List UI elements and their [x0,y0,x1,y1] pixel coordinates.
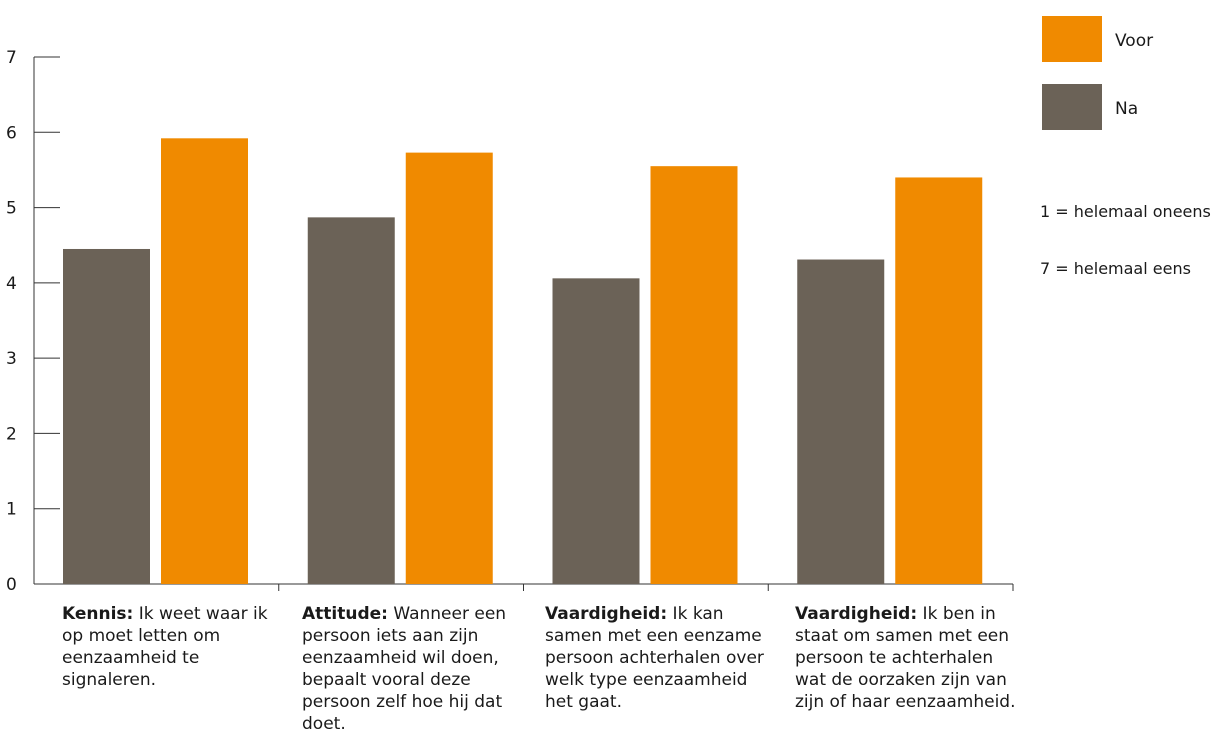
category-label-2-text: Wanneer een persoon iets aan zijn eenzaa… [302,604,507,734]
category-label-4-text: Ik ben in staat om samen met een persoon… [795,604,1016,712]
bar-na-1 [63,248,150,584]
category-label-2: Attitude: Wanneer een persoon iets aan z… [302,603,534,735]
y-tick-label-2: 2 [6,424,17,444]
category-label-1-text: Ik weet waar ik op moet letten om eenzaa… [62,604,268,690]
y-tick-label-7: 7 [6,48,17,68]
y-tick-label-5: 5 [6,199,17,219]
y-tick-label-6: 6 [6,123,17,143]
bar-voor-2 [405,152,493,584]
legend-swatch-voor [1042,16,1102,62]
category-label-1: Kennis: Ik weet waar ik op moet letten o… [62,603,294,691]
bar-na-2 [307,217,395,584]
bar-na-4 [797,259,885,584]
bar-na-3 [552,278,640,584]
y-tick-label-4: 4 [6,274,17,294]
category-label-1-bold: Kennis: [62,604,134,624]
legend-label-na: Na [1115,99,1139,119]
category-label-4: Vaardigheid: Ik ben in staat om samen me… [795,603,1027,713]
scale-note-max: 7 = helemaal eens [1040,259,1191,278]
bar-voor-1 [161,138,248,584]
category-label-3-text: Ik kan samen met een eenzame persoon ach… [545,604,764,712]
y-tick-label-3: 3 [6,349,17,369]
scale-note-min: 1 = helemaal oneens [1040,202,1211,221]
y-tick-label-1: 1 [6,500,17,520]
legend-label-voor: Voor [1115,31,1154,51]
y-tick-label-0: 0 [6,575,17,595]
category-label-3-bold: Vaardigheid: [545,604,668,624]
bar-voor-3 [650,166,738,584]
category-label-2-bold: Attitude: [302,604,388,624]
legend-swatch-na [1042,84,1102,130]
category-label-3: Vaardigheid: Ik kan samen met een eenzam… [545,603,777,713]
bar-voor-4 [895,177,983,584]
category-label-4-bold: Vaardigheid: [795,604,918,624]
